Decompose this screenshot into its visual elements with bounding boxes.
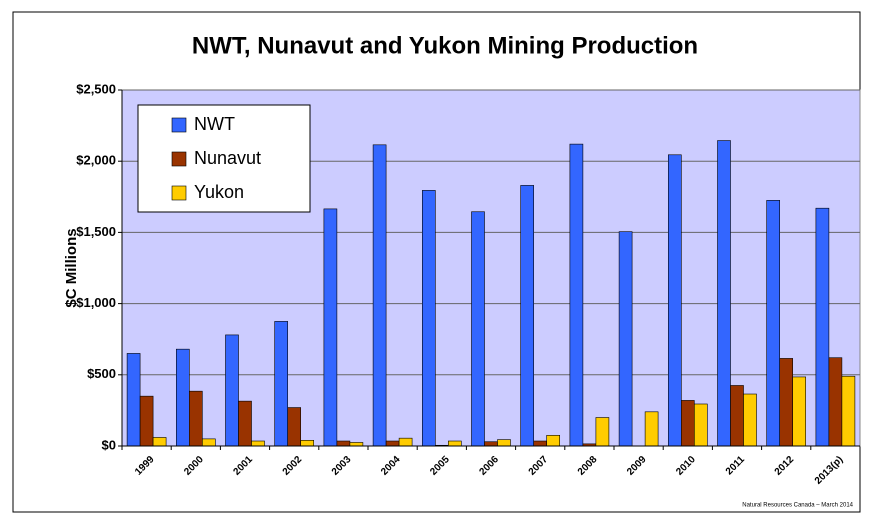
bar — [202, 438, 216, 447]
bar — [471, 211, 485, 447]
bar — [287, 407, 302, 447]
bar — [693, 403, 708, 447]
bar — [595, 417, 610, 447]
bar — [717, 140, 731, 447]
bar — [497, 439, 511, 447]
bar — [667, 154, 682, 447]
bar — [126, 353, 141, 447]
bar — [533, 440, 548, 447]
bar — [300, 440, 315, 447]
source-note: Natural Resources Canada – March 2014 — [742, 503, 853, 509]
bar — [792, 376, 807, 447]
bar — [225, 334, 239, 447]
bar — [336, 440, 351, 447]
legend-label: Yukon — [194, 182, 244, 202]
bar — [385, 440, 400, 447]
bar — [546, 435, 561, 447]
bar — [238, 400, 252, 447]
bar — [520, 185, 535, 447]
bar — [766, 200, 781, 447]
bar — [569, 143, 584, 447]
bar — [274, 321, 289, 447]
bar — [421, 190, 436, 447]
bar — [644, 411, 659, 447]
bar — [447, 440, 462, 447]
bar — [680, 400, 695, 447]
bar — [730, 385, 744, 447]
y-axis-label: $C Millions — [63, 228, 80, 307]
bar — [779, 358, 794, 447]
bar — [484, 441, 498, 447]
bar — [841, 375, 856, 447]
y-tick-label: $0 — [102, 437, 116, 452]
legend-swatch — [171, 117, 187, 133]
bar — [828, 357, 843, 447]
bar — [618, 231, 633, 447]
legend-label: NWT — [194, 114, 235, 134]
bar — [251, 440, 265, 447]
y-tick-label: $1,500 — [76, 224, 116, 239]
bar — [372, 144, 387, 447]
legend-swatch — [171, 151, 187, 167]
bar — [743, 393, 757, 447]
bar — [815, 207, 830, 447]
bar — [323, 208, 338, 447]
bar — [139, 395, 154, 447]
chart-title: NWT, Nunavut and Yukon Mining Production — [192, 32, 698, 59]
y-tick-label: $500 — [87, 366, 116, 381]
legend-swatch — [171, 185, 187, 201]
legend-box — [137, 104, 311, 213]
y-tick-label: $2,500 — [76, 81, 116, 96]
bar — [152, 437, 167, 447]
y-tick-label: $1,000 — [76, 295, 116, 310]
bar — [349, 442, 364, 447]
bar — [398, 437, 413, 447]
y-tick-label: $2,000 — [76, 153, 116, 168]
bar — [176, 348, 190, 447]
legend-label: Nunavut — [194, 148, 261, 168]
bar — [189, 390, 203, 447]
